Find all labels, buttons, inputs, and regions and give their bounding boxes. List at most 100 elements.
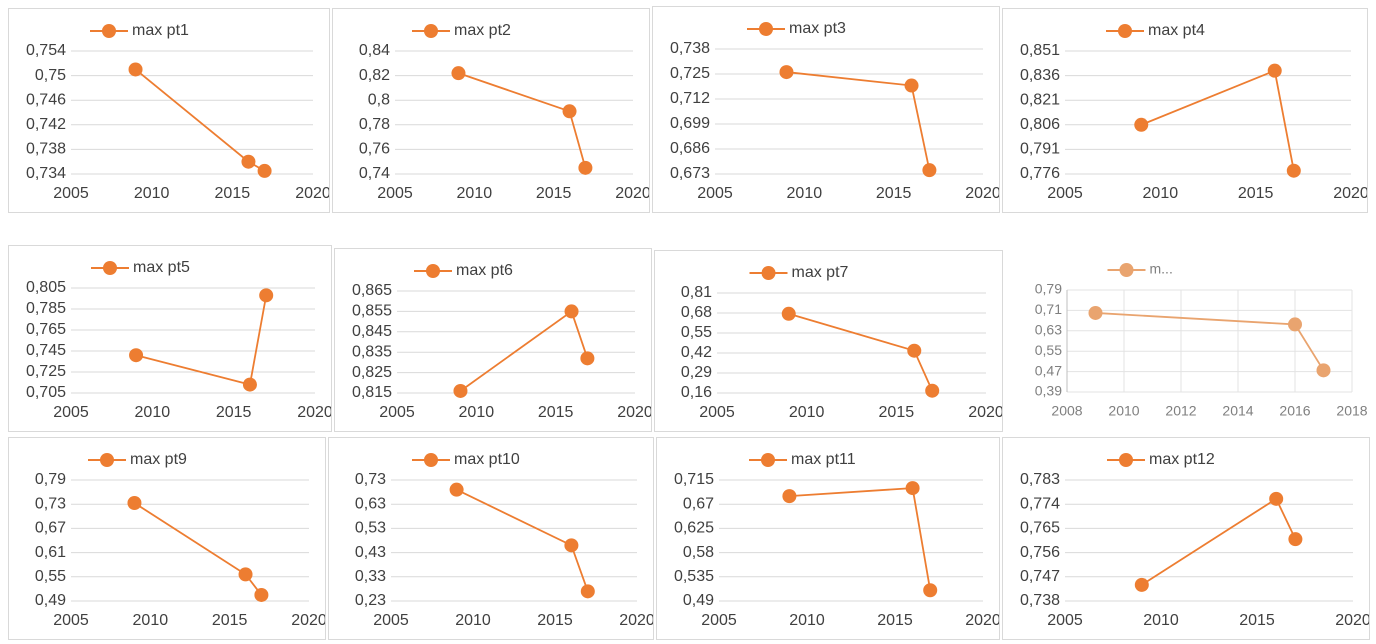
y-tick-label: 0,756	[1020, 544, 1060, 561]
point	[242, 377, 257, 392]
point	[782, 489, 797, 504]
y-tick-label: 0,765	[1020, 520, 1060, 537]
point	[1269, 491, 1284, 506]
y-tick-label: 0,53	[355, 520, 386, 537]
chart-panel: 0,776 0,791 0,806 0,821 0,836 0,851 2005 2010 20…	[1002, 8, 1369, 213]
legend-marker	[1119, 263, 1134, 277]
point	[259, 288, 274, 303]
x-tick-label: 2015	[215, 185, 251, 202]
y-tick-label: 0,67	[683, 495, 714, 512]
chart: 0,16 0,29 0,42 0,55 0,68 0,81 2005 2010 2015 2020…	[681, 264, 1004, 421]
y-tick-label: 0,73	[35, 495, 66, 512]
x-tick-label: 2015	[538, 404, 574, 421]
x-tick-label: 2015	[876, 185, 912, 202]
y-tick-label: 0,715	[674, 471, 714, 488]
y-tick-label: 0,805	[26, 279, 66, 296]
y-tick-label: 0,625	[674, 520, 714, 537]
y-tick-label: 0,783	[1020, 471, 1060, 488]
x-tick-label: 2015	[1238, 185, 1274, 202]
x-tick-label: 2016	[1279, 403, 1310, 419]
point	[923, 583, 938, 598]
chart: 0,49 0,55 0,61 0,67 0,73 0,79 2005 2010 2015 2020…	[35, 451, 327, 629]
y-tick-label: 0,725	[26, 363, 66, 380]
chart-panel: 0,49 0,535 0,58 0,625 0,67 0,715 2005 2010 2015 2…	[656, 437, 1001, 640]
x-tick-label: 2005	[1047, 185, 1083, 202]
y-tick-label: 0,825	[352, 364, 392, 381]
y-tick-label: 0,746	[26, 91, 66, 108]
point	[904, 78, 919, 93]
y-tick-label: 0,747	[1020, 568, 1060, 585]
series-line	[789, 487, 932, 591]
y-tick-label: 0,535	[674, 568, 714, 585]
legend-label: max pt1	[132, 22, 189, 39]
y-tick-label: 0,705	[26, 384, 66, 401]
point	[127, 495, 142, 510]
y-tick-label: 0,29	[681, 364, 712, 381]
point	[580, 584, 595, 599]
y-tick-label: 0,39	[1035, 383, 1062, 399]
chart: 0,734 0,738 0,742 0,746 0,75 0,754 2005 2010 201…	[26, 22, 331, 202]
point	[449, 482, 464, 497]
chart: 0,39 0,47 0,55 0,63 0,71 0,79 2008 2010 2012 2014…	[1035, 261, 1368, 419]
x-tick-label: 2010	[135, 404, 171, 421]
x-tick-label: 2020	[619, 612, 653, 629]
chart-panel: 0,39 0,47 0,55 0,63 0,71 0,79 2008 2010 2012 2014…	[1005, 248, 1370, 432]
y-tick-label: 0,725	[670, 65, 710, 82]
x-tick-label: 2014	[1222, 403, 1253, 419]
legend-label: max pt11	[791, 451, 856, 468]
y-tick-label: 0,71	[1035, 301, 1062, 317]
chart-panel: 0,49 0,55 0,61 0,67 0,73 0,79 2005 2010 2015 2020…	[8, 437, 327, 640]
x-tick-label: 2018	[1336, 403, 1367, 419]
y-tick-label: 0,835	[352, 343, 392, 360]
point	[925, 383, 940, 398]
legend-marker	[100, 453, 114, 467]
y-tick-label: 0,699	[670, 115, 710, 132]
point	[1316, 363, 1331, 378]
y-tick-label: 0,855	[352, 303, 392, 320]
point	[564, 538, 579, 553]
x-tick-label: 2015	[879, 404, 915, 421]
legend-marker	[1118, 24, 1132, 38]
legend-label: max pt2	[454, 22, 511, 39]
legend-marker	[1119, 453, 1133, 467]
y-tick-label: 0,74	[359, 165, 390, 182]
y-tick-label: 0,55	[681, 324, 712, 341]
y-tick-label: 0,81	[681, 284, 712, 301]
y-tick-label: 0,8	[368, 91, 390, 108]
chart: 0,49 0,535 0,58 0,625 0,67 0,715 2005 2010 2015 2…	[674, 451, 1001, 629]
y-tick-label: 0,42	[681, 344, 712, 361]
x-tick-label: 2020	[1333, 185, 1367, 202]
point	[779, 65, 794, 80]
legend-marker	[426, 264, 440, 278]
x-tick-label: 2005	[53, 404, 89, 421]
y-tick-label: 0,673	[670, 165, 710, 182]
y-tick-label: 0,33	[355, 568, 386, 585]
series-line	[1141, 497, 1297, 586]
x-tick-label: 2010	[789, 612, 825, 629]
x-tick-label: 2005	[699, 404, 735, 421]
y-tick-label: 0,742	[26, 116, 66, 133]
y-tick-label: 0,55	[35, 568, 66, 585]
legend-marker	[759, 22, 773, 36]
y-tick-label: 0,851	[1020, 42, 1060, 59]
point	[254, 587, 269, 602]
y-tick-label: 0,63	[1035, 322, 1062, 338]
x-tick-label: 2012	[1165, 403, 1196, 419]
x-tick-label: 2020	[1335, 612, 1369, 629]
y-tick-label: 0,61	[35, 544, 66, 561]
point	[1088, 305, 1103, 320]
y-tick-label: 0,865	[352, 282, 392, 299]
legend-label: max pt4	[1148, 22, 1205, 39]
y-tick-label: 0,791	[1020, 141, 1060, 158]
y-tick-label: 0,765	[26, 321, 66, 338]
legend-marker	[102, 24, 116, 38]
point	[451, 66, 466, 81]
x-tick-label: 2020	[615, 185, 649, 202]
point	[453, 383, 468, 398]
legend-label: max pt12	[1149, 451, 1215, 468]
x-tick-label: 2005	[697, 185, 733, 202]
point	[1267, 63, 1282, 78]
legend-marker	[424, 453, 438, 467]
chart: 0,815 0,825 0,835 0,845 0,855 0,865 2005 2010 20…	[352, 262, 653, 421]
